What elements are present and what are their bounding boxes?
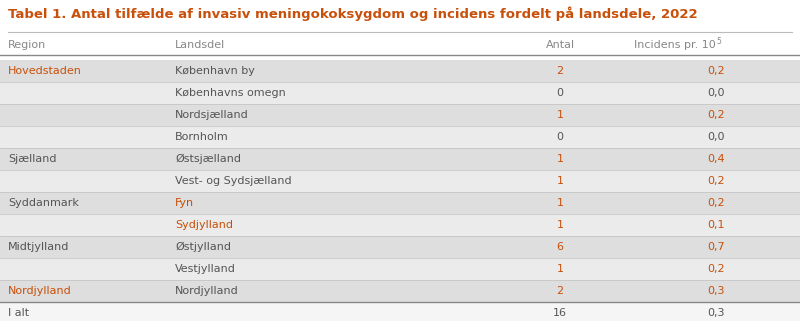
Text: Fyn: Fyn (175, 198, 194, 208)
Bar (0, 35, 800, 55)
Text: 0,2: 0,2 (707, 264, 725, 274)
Text: I alt: I alt (8, 308, 29, 318)
Text: Østjylland: Østjylland (175, 242, 231, 252)
Text: Nordsjælland: Nordsjælland (175, 110, 249, 120)
Text: 1: 1 (557, 110, 563, 120)
Bar (0, 258, 800, 280)
Text: 0,3: 0,3 (707, 286, 725, 296)
Bar (0, 214, 800, 236)
Text: 0,4: 0,4 (707, 154, 725, 164)
Text: 1: 1 (557, 198, 563, 208)
Bar (0, 236, 800, 258)
Text: Vestjylland: Vestjylland (175, 264, 236, 274)
Text: Syddanmark: Syddanmark (8, 198, 79, 208)
Text: 0,7: 0,7 (707, 242, 725, 252)
Text: Tabel 1. Antal tilfælde af invasiv meningokoksygdom og incidens fordelt på lands: Tabel 1. Antal tilfælde af invasiv menin… (8, 6, 698, 21)
Bar (0, 170, 800, 192)
Bar (0, 60, 800, 82)
Text: 0,0: 0,0 (707, 132, 725, 142)
Text: Sjælland: Sjælland (8, 154, 57, 164)
Text: Hovedstaden: Hovedstaden (8, 66, 82, 76)
Text: 0,2: 0,2 (707, 110, 725, 120)
Text: Incidens pr. 10: Incidens pr. 10 (634, 40, 716, 50)
Bar (0, 148, 800, 170)
Text: 1: 1 (557, 154, 563, 164)
Text: 0,0: 0,0 (707, 88, 725, 98)
Text: 0: 0 (557, 88, 563, 98)
Text: Landsdel: Landsdel (175, 40, 226, 50)
Text: Østsjælland: Østsjælland (175, 154, 241, 164)
Text: 2: 2 (557, 286, 563, 296)
Text: Midtjylland: Midtjylland (8, 242, 70, 252)
Text: 1: 1 (557, 176, 563, 186)
Text: 16: 16 (553, 308, 567, 318)
Text: Sydjylland: Sydjylland (175, 220, 233, 230)
Bar (0, 126, 800, 148)
Text: 0,3: 0,3 (707, 308, 725, 318)
Bar (0, 192, 800, 214)
Text: 2: 2 (557, 66, 563, 76)
Text: Københavns omegn: Københavns omegn (175, 88, 286, 98)
Text: 6: 6 (557, 242, 563, 252)
Text: Antal: Antal (546, 40, 574, 50)
Bar (0, 82, 800, 104)
Text: Vest- og Sydsjælland: Vest- og Sydsjælland (175, 176, 292, 186)
Text: 0,2: 0,2 (707, 198, 725, 208)
Text: København by: København by (175, 66, 255, 76)
Bar (0, 280, 800, 302)
Text: Region: Region (8, 40, 46, 50)
Bar (0, 104, 800, 126)
Text: Bornholm: Bornholm (175, 132, 229, 142)
Text: Nordjylland: Nordjylland (175, 286, 238, 296)
Text: 0,2: 0,2 (707, 66, 725, 76)
Text: 0: 0 (557, 132, 563, 142)
Text: 0,1: 0,1 (707, 220, 725, 230)
Text: 0,2: 0,2 (707, 176, 725, 186)
Text: 1: 1 (557, 264, 563, 274)
Text: 5: 5 (716, 37, 721, 46)
Text: Nordjylland: Nordjylland (8, 286, 72, 296)
Text: 1: 1 (557, 220, 563, 230)
Bar (0, 302, 800, 321)
